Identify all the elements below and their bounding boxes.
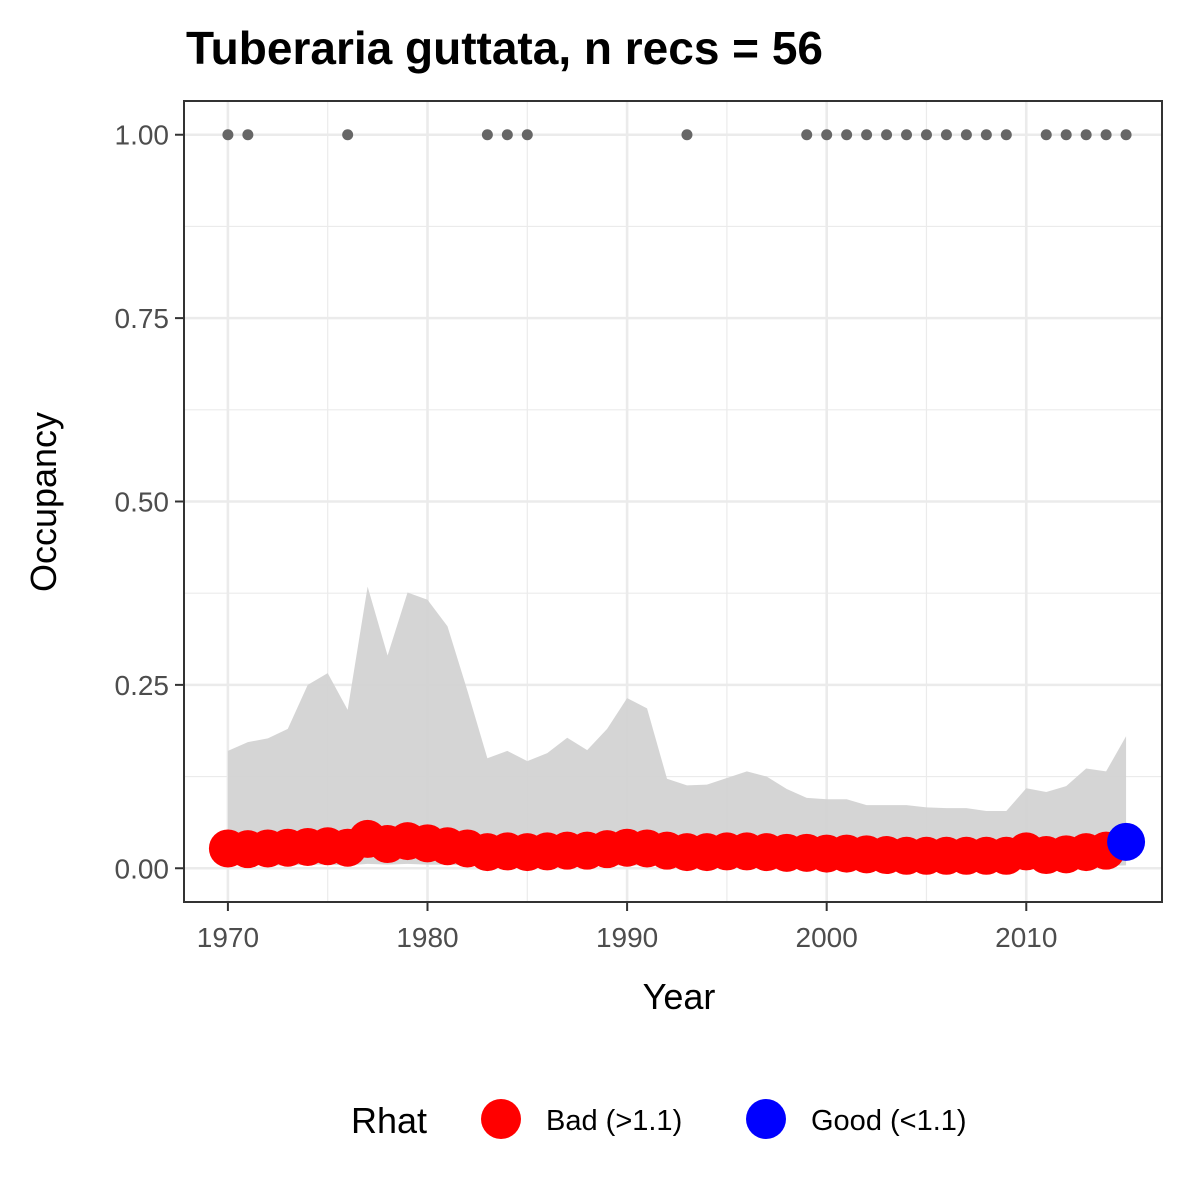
credible-interval-layer bbox=[227, 586, 1127, 867]
record-point bbox=[681, 129, 693, 141]
record-point bbox=[821, 129, 833, 141]
record-point bbox=[841, 129, 853, 141]
legend-good-swatch bbox=[746, 1099, 786, 1139]
record-point bbox=[1040, 129, 1052, 141]
record-points-layer bbox=[222, 129, 1132, 141]
record-point bbox=[242, 129, 254, 141]
x-tick-label: 1980 bbox=[396, 922, 458, 953]
legend-bad-label: Bad (>1.1) bbox=[546, 1105, 682, 1137]
record-point bbox=[1080, 129, 1092, 141]
x-tick-label: 1970 bbox=[197, 922, 259, 953]
legend: Rhat Bad (>1.1) Good (<1.1) bbox=[351, 1099, 967, 1141]
credible-interval-ribbon bbox=[227, 586, 1127, 867]
x-tick-label: 2010 bbox=[995, 922, 1057, 953]
x-axis-title: Year bbox=[643, 976, 716, 1017]
record-point bbox=[801, 129, 813, 141]
x-axis: 1970 1980 1990 2000 2010 bbox=[197, 902, 1057, 953]
y-tick-label: 0.75 bbox=[115, 303, 170, 334]
record-point bbox=[342, 129, 354, 141]
y-tick-label: 0.50 bbox=[115, 487, 170, 518]
record-point bbox=[1000, 129, 1012, 141]
legend-bad-swatch bbox=[481, 1099, 521, 1139]
record-point bbox=[861, 129, 873, 141]
record-point bbox=[501, 129, 513, 141]
y-axis-title: Occupancy bbox=[23, 412, 64, 592]
y-axis: 0.00 0.25 0.50 0.75 1.00 bbox=[115, 120, 184, 884]
record-point bbox=[901, 129, 913, 141]
occupancy-point bbox=[1107, 822, 1146, 861]
x-tick-label: 2000 bbox=[796, 922, 858, 953]
record-point bbox=[521, 129, 533, 141]
record-point bbox=[1120, 129, 1132, 141]
record-point bbox=[980, 129, 992, 141]
record-point bbox=[940, 129, 952, 141]
legend-good-label: Good (<1.1) bbox=[811, 1105, 967, 1137]
y-tick-label: 1.00 bbox=[115, 120, 170, 151]
occupancy-points-layer bbox=[208, 819, 1146, 875]
record-point bbox=[222, 129, 234, 141]
chart-title: Tuberaria guttata, n recs = 56 bbox=[186, 22, 823, 74]
record-point bbox=[881, 129, 893, 141]
record-point bbox=[1100, 129, 1112, 141]
y-tick-label: 0.25 bbox=[115, 670, 170, 701]
record-point bbox=[920, 129, 932, 141]
record-point bbox=[1060, 129, 1072, 141]
legend-title: Rhat bbox=[351, 1100, 427, 1141]
record-point bbox=[960, 129, 972, 141]
x-tick-label: 1990 bbox=[596, 922, 658, 953]
record-point bbox=[481, 129, 493, 141]
y-tick-label: 0.00 bbox=[115, 853, 170, 884]
